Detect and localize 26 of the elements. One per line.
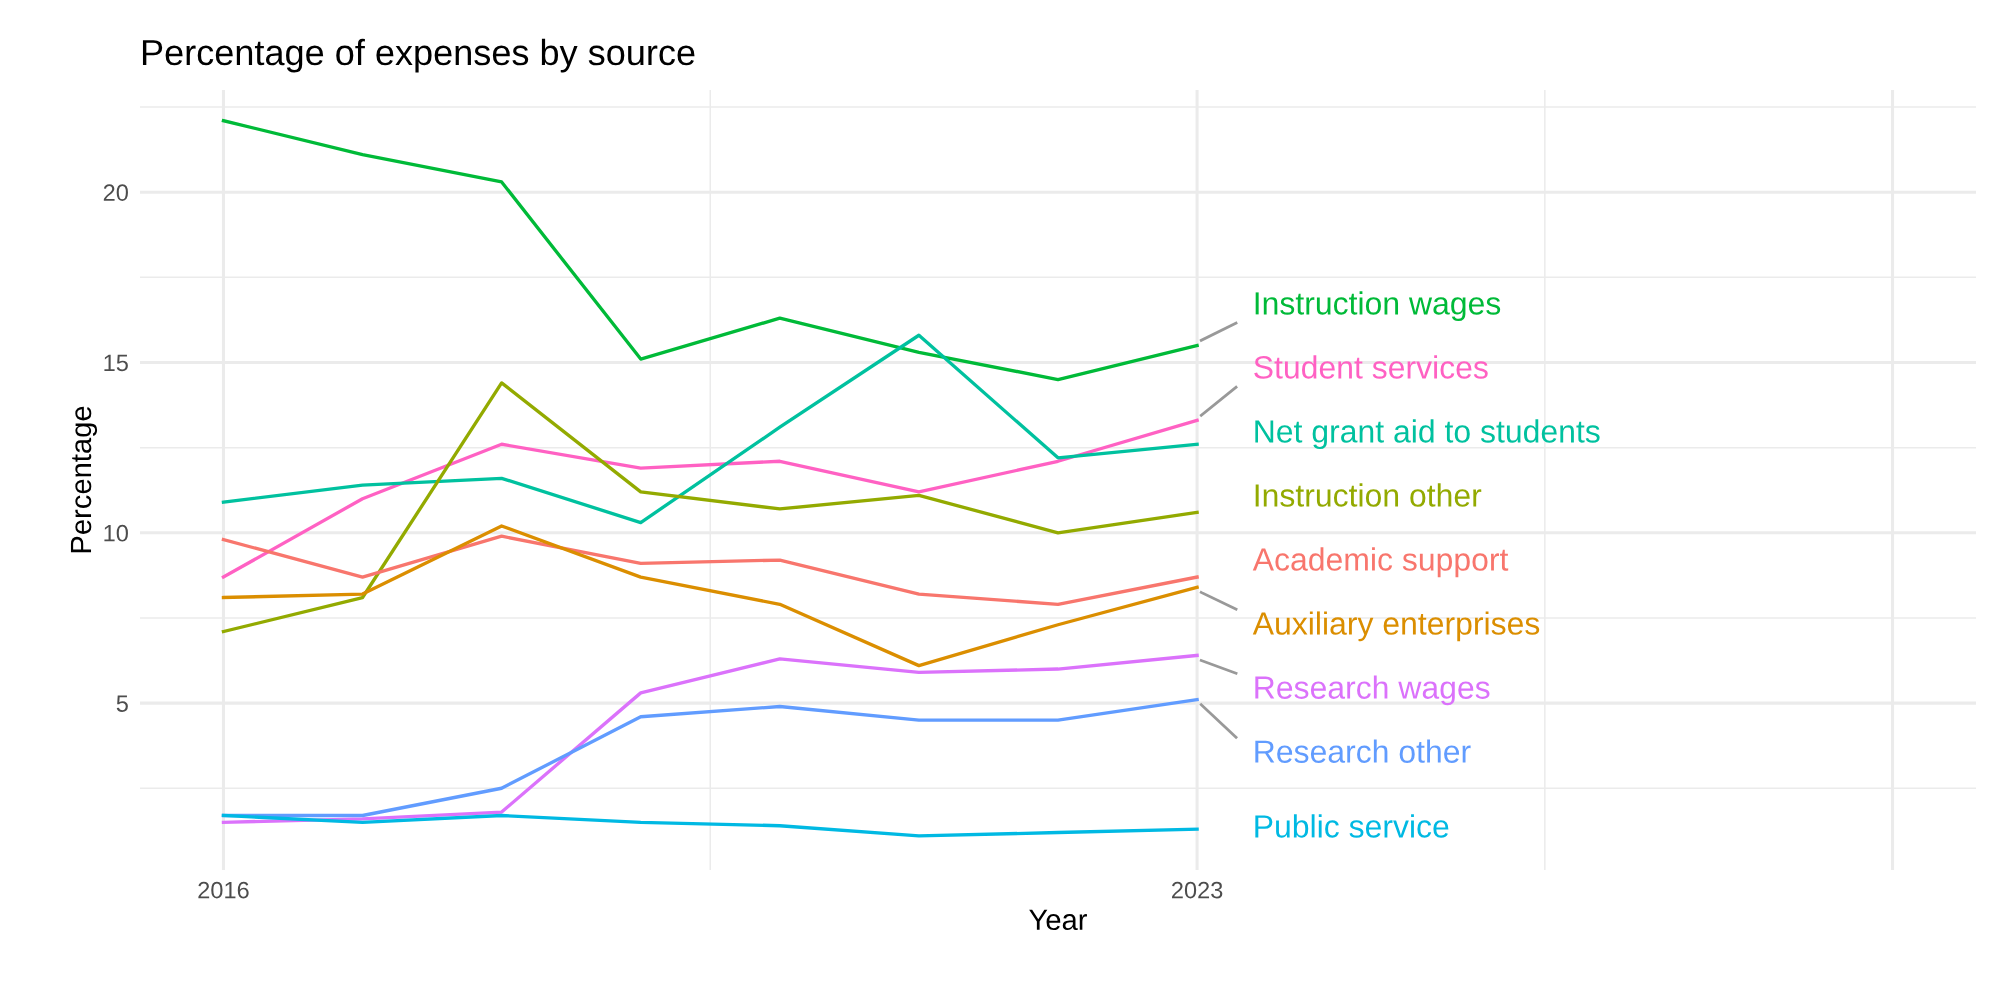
y-axis-title: Percentage bbox=[70, 406, 98, 553]
line-series bbox=[221, 381, 1199, 634]
line-series bbox=[221, 534, 1199, 606]
y-tick-label: 20 bbox=[103, 184, 128, 201]
line-series bbox=[221, 524, 1199, 668]
series-label: Public service bbox=[1255, 814, 1449, 838]
series-label: Instruction wages bbox=[1255, 291, 1501, 322]
series-label: Academic support bbox=[1252, 547, 1509, 578]
x-axis-title: Year bbox=[1029, 909, 1087, 931]
x-tick-label: 2016 bbox=[198, 881, 249, 899]
y-tick-label: 15 bbox=[104, 354, 128, 372]
line-series bbox=[221, 653, 1199, 824]
x-tick-label: 2023 bbox=[1172, 881, 1223, 899]
line-series bbox=[221, 333, 1199, 525]
series-label: Research wages bbox=[1255, 675, 1490, 706]
y-tick-label: 5 bbox=[116, 695, 128, 712]
line-series bbox=[221, 418, 1199, 579]
line-series bbox=[221, 118, 1199, 382]
line-series bbox=[221, 813, 1199, 838]
y-tick-label: 10 bbox=[104, 524, 128, 542]
text: Research other bbox=[1255, 739, 1471, 763]
series-label: Instruction other bbox=[1255, 483, 1482, 507]
series-label: Net grant aid to students bbox=[1255, 419, 1600, 450]
text: Student services bbox=[1254, 355, 1488, 379]
chart-title: Percentage of expenses by source bbox=[142, 38, 695, 73]
series-label: Auxiliary enterprises bbox=[1252, 611, 1540, 642]
